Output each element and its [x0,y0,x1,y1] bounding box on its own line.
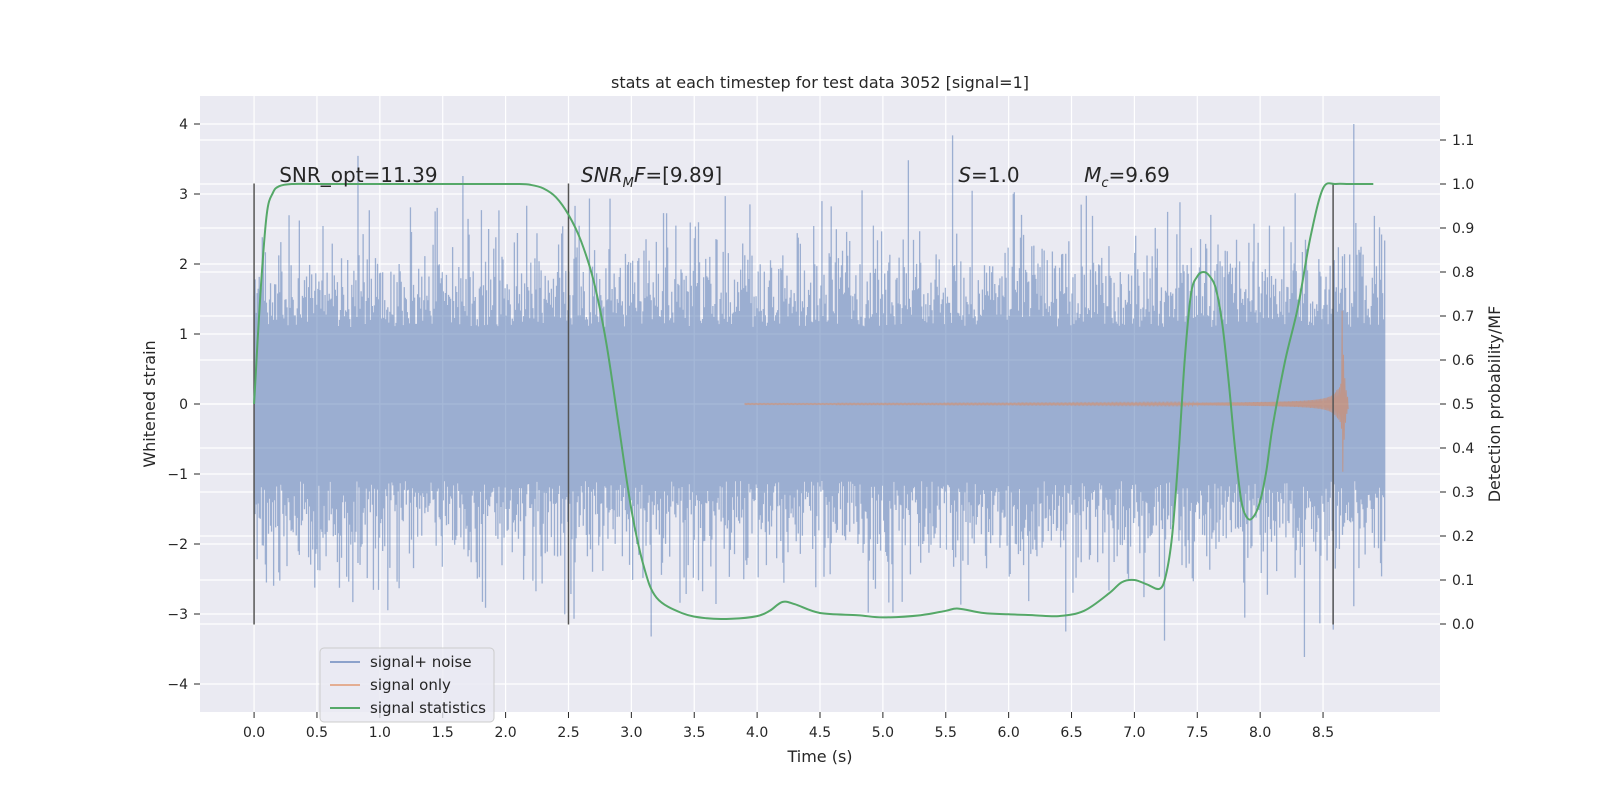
annotation-snr-mf-tail: F [634,163,646,187]
x-tick-label: 0.5 [306,725,328,741]
statistics-trace [253,182,1374,620]
signal-only-trace [744,310,1349,472]
y2-tick-label: 0.7 [1452,309,1474,325]
y2-tick-label: 0.5 [1452,397,1474,413]
statistics-series [253,182,1374,620]
plot-title: stats at each timestep for test data 305… [611,73,1029,92]
annotation-snr-mf: SNRMF=[9.89] [581,163,722,191]
x-tick-label: 2.0 [494,725,516,741]
y2-tick-label: 0.8 [1452,265,1474,281]
annotation-snr-mf-sub: M [623,176,634,191]
x-tick-label: 5.5 [935,725,957,741]
legend-label-signal-noise: signal+ noise [370,653,472,671]
y-tick-label: −2 [167,537,188,553]
annotation-mc: Mc=9.69 [1084,163,1170,191]
y2-tick-label: 0.4 [1452,441,1474,457]
annotation-s-symbol: S [958,163,971,187]
annotation-s: S=1.0 [958,163,1019,187]
x-tick-label: 3.0 [620,725,642,741]
x-tick-label: 6.0 [998,725,1020,741]
y-tick-label: −4 [167,677,188,693]
annotation-mc-symbol: M [1084,163,1101,187]
annotation-snr-opt: SNR_opt=11.39 [279,163,437,187]
x-tick-label: 1.0 [369,725,391,741]
x-axis-title: Time (s) [786,747,852,766]
annotation-snr-mf-value: =[9.89] [645,163,722,187]
x-axis-ticks: 0.0 0.5 1.0 1.5 2.0 2.5 3.0 3.5 4.0 4.5 5.0 5.5 6.0 6… [243,712,1334,741]
x-tick-label: 8.0 [1249,725,1271,741]
y2-tick-label: 1.0 [1452,177,1474,193]
annotations: SNR_opt=11.39 SNRMF=[9.89] S=1.0 Mc=9.69 [279,163,1170,191]
y2-tick-label: 0.2 [1452,529,1474,545]
annotation-mc-sub: c [1101,176,1108,191]
y2-tick-label: 0.1 [1452,573,1474,589]
x-tick-label: 7.0 [1123,725,1145,741]
y-tick-label: 3 [179,187,188,203]
annotation-snr-mf-base: SNR [581,163,623,187]
legend-box [319,647,495,723]
y2-axis-ticks: 1.1 1.0 0.9 0.8 0.7 0.6 0.5 0.4 0.3 0.2 0.1 0.0 [1440,133,1474,633]
x-tick-label: 8.5 [1312,725,1334,741]
x-tick-label: 5.0 [872,725,894,741]
y2-tick-label: 0.9 [1452,221,1474,237]
x-tick-label: 1.5 [432,725,454,741]
x-tick-label: 4.0 [746,725,768,741]
x-tick-label: 2.5 [557,725,579,741]
y-tick-label: −3 [167,607,188,623]
y-tick-label: −1 [167,467,188,483]
y-tick-label: 4 [179,117,188,133]
window-markers [253,183,1334,625]
legend-label-signal-statistics: signal statistics [370,699,486,717]
y-tick-label: 1 [179,327,188,343]
y2-tick-label: 0.6 [1452,353,1474,369]
x-tick-label: 0.0 [243,725,265,741]
y2-tick-label: 0.0 [1452,617,1474,633]
annotation-s-value: =1.0 [971,163,1020,187]
x-tick-label: 4.5 [809,725,831,741]
annotation-mc-value: =9.69 [1109,163,1170,187]
x-tick-label: 6.5 [1060,725,1082,741]
y-axis-ticks: 4 3 2 1 0 −1 −2 −3 −4 [167,117,200,693]
y2-axis-title: Detection probability/MF [1485,306,1504,503]
y-axis-title: Whitened strain [140,340,159,467]
y2-tick-label: 1.1 [1452,133,1474,149]
legend-label-signal-only: signal only [370,676,451,694]
y2-tick-label: 0.3 [1452,485,1474,501]
x-tick-label: 3.5 [683,725,705,741]
x-tick-label: 7.5 [1186,725,1208,741]
signal-only-series [744,310,1349,472]
y-tick-label: 2 [179,257,188,273]
legend: signal+ noise signal only signal statist… [319,647,495,723]
y-tick-label: 0 [179,397,188,413]
